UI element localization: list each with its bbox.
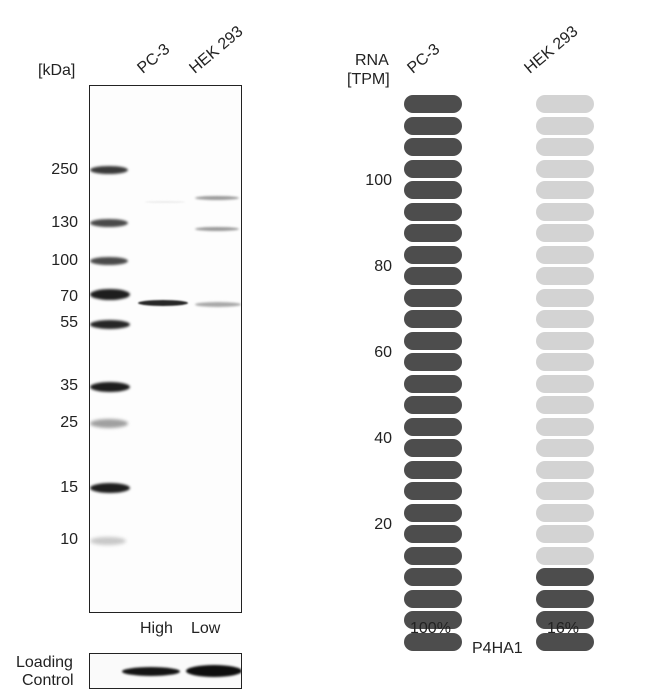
rna-pill (404, 611, 462, 629)
rna-pill (536, 525, 594, 543)
rna-pill (404, 95, 462, 113)
rna-pill (404, 245, 462, 264)
ladder-band-15 (90, 483, 130, 493)
rna-pill (404, 267, 462, 285)
rna-percent-hek293: 16% (547, 620, 580, 637)
rna-pill (536, 568, 594, 586)
ladder-band-25 (90, 419, 128, 428)
level-label-hek293: Low (191, 620, 221, 637)
rna-pill (404, 224, 462, 242)
rna-pill (404, 138, 462, 156)
loading-control-label-line1: Loading (16, 654, 73, 671)
marker-label: 250 (51, 161, 78, 178)
rna-pill (536, 611, 594, 629)
rna-pill (404, 181, 462, 199)
gene-name: P4HA1 (472, 640, 523, 657)
marker-label: 100 (51, 252, 78, 269)
ladder-band-70 (90, 289, 130, 300)
rna-pill (536, 417, 594, 436)
ladder-band-130 (90, 219, 128, 227)
rna-pill (536, 159, 594, 178)
rna-pill (404, 396, 462, 414)
rna-pill (536, 374, 594, 393)
rna-pill (536, 138, 594, 156)
kda-label: [kDa] (38, 62, 76, 79)
rna-y-tick: 60 (374, 344, 392, 361)
hek293-band-upper (195, 196, 239, 200)
rna-pill (404, 568, 462, 586)
loading-band-hek293 (186, 665, 241, 677)
rna-y-tick: 40 (374, 430, 392, 447)
rna-pill (404, 331, 462, 350)
marker-label: 25 (60, 414, 78, 431)
rna-pill (536, 288, 594, 307)
rna-pill (404, 546, 462, 565)
lane-label-hek293: HEK 293 (186, 23, 247, 78)
rna-pill (536, 460, 594, 479)
marker-label: 70 (60, 288, 78, 305)
rna-pill (404, 374, 462, 393)
rna-pill (536, 310, 594, 328)
rna-pill (536, 202, 594, 221)
rna-title-line2: [TPM] (347, 71, 390, 88)
rna-pill (536, 267, 594, 285)
hek293-band (195, 302, 241, 307)
rna-pill (536, 546, 594, 565)
loading-band-pc3 (122, 667, 180, 676)
rna-y-tick: 80 (374, 258, 392, 275)
western-blot-image (89, 85, 242, 613)
rna-title-line1: RNA (355, 52, 389, 69)
rna-pill (536, 181, 594, 199)
rna-pill (536, 353, 594, 371)
rna-pill (404, 202, 462, 221)
rna-pill (536, 331, 594, 350)
rna-pill (536, 95, 594, 113)
lane-label-pc3: PC-3 (134, 40, 174, 78)
rna-pill (536, 439, 594, 457)
hek293-band-130 (195, 227, 239, 231)
pc3-faint-band (145, 201, 185, 203)
rna-pill (404, 310, 462, 328)
rna-pill (536, 116, 594, 135)
marker-label: 35 (60, 377, 78, 394)
rna-y-tick: 20 (374, 516, 392, 533)
marker-label: 130 (51, 214, 78, 231)
rna-percent-pc3: 100% (410, 620, 451, 637)
rna-y-tick: 100 (365, 172, 392, 189)
rna-pill (404, 482, 462, 500)
rna-pill (404, 417, 462, 436)
loading-control-label-line2: Control (22, 672, 74, 689)
level-label-pc3: High (140, 620, 173, 637)
pc3-band (138, 300, 188, 306)
rna-pill (536, 632, 594, 651)
rna-pill (404, 159, 462, 178)
rna-pill (536, 482, 594, 500)
rna-pill (404, 632, 462, 651)
rna-pill (404, 503, 462, 522)
ladder-band-55 (90, 320, 130, 329)
ladder-band-35 (90, 382, 130, 392)
loading-control-image (89, 653, 242, 689)
rna-column-label-hek293: HEK 293 (521, 23, 582, 78)
marker-label: 55 (60, 314, 78, 331)
rna-pill (536, 396, 594, 414)
ladder-band-100 (90, 257, 128, 265)
rna-column-label-pc3: PC-3 (404, 40, 444, 78)
rna-pill (404, 589, 462, 608)
marker-label: 10 (60, 531, 78, 548)
rna-pill (404, 353, 462, 371)
ladder-band-250 (90, 166, 128, 174)
rna-pill (536, 245, 594, 264)
rna-pill (404, 439, 462, 457)
rna-pill (536, 224, 594, 242)
rna-pill (536, 503, 594, 522)
rna-pill (536, 589, 594, 608)
rna-pill (404, 116, 462, 135)
marker-label: 15 (60, 479, 78, 496)
rna-pill (404, 525, 462, 543)
rna-pill (404, 460, 462, 479)
rna-pill (404, 288, 462, 307)
ladder-band-10 (90, 537, 126, 545)
